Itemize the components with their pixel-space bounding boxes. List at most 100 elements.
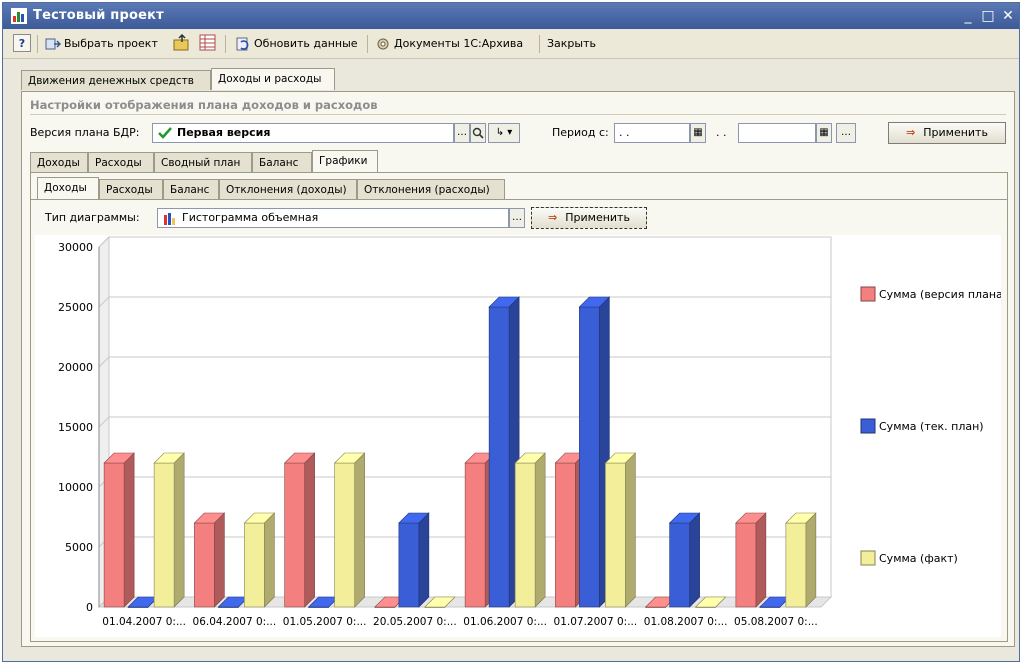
apply-diagram-button[interactable]: ⇒ Применить [531, 207, 647, 229]
chart-app-icon [11, 8, 27, 24]
x-tick-label: 05.08.2007 0:... [734, 616, 818, 628]
period-to-label: . . [716, 126, 727, 139]
close-window-icon[interactable]: ✕ [1002, 8, 1014, 24]
x-tick-label: 01.05.2007 0:... [283, 616, 367, 628]
bar-side [264, 512, 275, 608]
bar-top [668, 512, 701, 524]
documents-archive-label: Документы 1С:Архива [394, 37, 524, 50]
bar [514, 462, 536, 608]
tab-chart-balance[interactable]: Баланс [163, 179, 219, 199]
refresh-icon [236, 37, 249, 51]
checkmark-icon [158, 127, 172, 139]
bar-top [283, 452, 316, 464]
bar-top [488, 296, 520, 308]
bar [605, 462, 626, 608]
calendar-icon[interactable]: ▦ [690, 123, 706, 143]
bar-top [785, 512, 817, 524]
bar-top [735, 512, 767, 524]
bar [488, 306, 510, 608]
tab-charts[interactable]: Графики [312, 150, 378, 172]
search-icon[interactable] [470, 123, 486, 143]
diagram-type-label: Тип диаграммы: [45, 211, 140, 224]
bar-side [304, 452, 315, 608]
bar [785, 522, 807, 608]
tab-expenses[interactable]: Расходы [88, 152, 154, 172]
tab-chart-deviation-expenses[interactable]: Отклонения (расходы) [357, 179, 505, 199]
bar-side [354, 452, 365, 608]
gridline-depth [98, 356, 110, 368]
bar [579, 306, 600, 608]
select-project-label: Выбрать проект [64, 37, 158, 50]
legend-label: Сумма (факт) [879, 552, 958, 565]
bar-side [689, 512, 700, 608]
period-from-label: Период с: [552, 126, 609, 139]
tab-chart-deviation-income[interactable]: Отклонения (доходы) [219, 179, 357, 199]
period-from-field[interactable]: . . [614, 123, 690, 143]
period-to-field[interactable] [738, 123, 816, 143]
bar-side [755, 512, 767, 608]
tab-chart-income[interactable]: Доходы [37, 177, 99, 199]
bar [153, 462, 175, 608]
gridline-depth [98, 296, 110, 308]
bar [103, 462, 125, 608]
apply-arrow-icon: ⇒ [548, 211, 558, 224]
y-tick-label: 10000 [58, 481, 93, 494]
legend-swatch [860, 418, 876, 434]
toolbar-separator [225, 35, 226, 53]
diagram-type-field[interactable]: Гистограмма объемная [157, 208, 509, 228]
tab-chart-expenses[interactable]: Расходы [99, 179, 163, 199]
diagram-type-value: Гистограмма объемная [182, 211, 319, 224]
period-select-button[interactable]: … [836, 123, 856, 143]
tab-income[interactable]: Доходы [30, 152, 88, 172]
apply-settings-button[interactable]: ⇒ Применить [888, 122, 1006, 144]
tab-income-expense[interactable]: Доходы и расходы [211, 68, 335, 90]
update-data-button[interactable]: Обновить данные [235, 34, 358, 54]
diagram-type-select-button[interactable]: … [509, 208, 525, 228]
help-button[interactable]: ? [13, 34, 31, 52]
minimize-icon[interactable]: _ [964, 8, 972, 24]
y-tick-label: 30000 [58, 241, 93, 254]
bar-top [398, 512, 430, 524]
bar [194, 522, 215, 608]
bar-side [625, 452, 636, 608]
bar-top [578, 296, 611, 308]
calendar-icon[interactable]: ▦ [816, 123, 832, 143]
legend-label: Сумма (версия плана) [879, 288, 1001, 301]
bar-top [153, 452, 185, 464]
select-project-button[interactable]: Выбрать проект [45, 34, 158, 54]
bar-top [333, 452, 366, 464]
gridline-depth [98, 416, 110, 428]
tab-summary-plan[interactable]: Сводный план [154, 152, 252, 172]
settings-section-title: Настройки отображения плана доходов и ра… [30, 98, 378, 112]
maximize-icon[interactable]: □ [981, 8, 995, 24]
x-tick-label: 01.08.2007 0:... [644, 616, 728, 628]
bar [334, 462, 355, 608]
plan-version-label: Версия плана БДР: [30, 126, 140, 139]
y-tick-label: 0 [86, 601, 93, 614]
bar-top [514, 452, 546, 464]
y-tick-label: 5000 [65, 541, 93, 554]
toolbar: ? Выбрать проект Обновить данные Докумен… [3, 30, 1019, 59]
histogram-icon [164, 213, 175, 225]
charts-panel: Доходы Расходы Баланс Отклонения (доходы… [30, 172, 1008, 642]
plan-version-value: Первая версия [177, 126, 271, 139]
history-dropdown-icon[interactable]: ↳ ▾ [488, 123, 520, 143]
plan-version-select-button[interactable]: … [454, 123, 470, 143]
bar-chart: 0 5000 10000 15000 20000 25000 30000 01.04.2007… [58, 235, 1007, 628]
y-tick-label: 20000 [58, 361, 93, 374]
y-tick-label: 15000 [58, 421, 93, 434]
x-tick-label: 01.06.2007 0:... [463, 616, 547, 628]
table-settings-icon[interactable] [199, 34, 217, 52]
bar-top [694, 596, 727, 608]
bar [669, 522, 690, 608]
bar-top [103, 452, 135, 464]
documents-archive-button[interactable]: Документы 1С:Архива [375, 34, 523, 54]
tab-balance[interactable]: Баланс [252, 152, 312, 172]
tab-cash-flow[interactable]: Движения денежных средств [21, 70, 211, 90]
chart-area: 0 5000 10000 15000 20000 25000 30000 01.04.2007… [35, 235, 1007, 637]
close-button[interactable]: Закрыть [547, 37, 596, 50]
x-tick-label: 01.04.2007 0:... [102, 616, 186, 628]
bar-side [123, 452, 135, 608]
folder-up-icon[interactable] [173, 34, 191, 52]
plan-version-field[interactable]: Первая версия [152, 123, 454, 143]
